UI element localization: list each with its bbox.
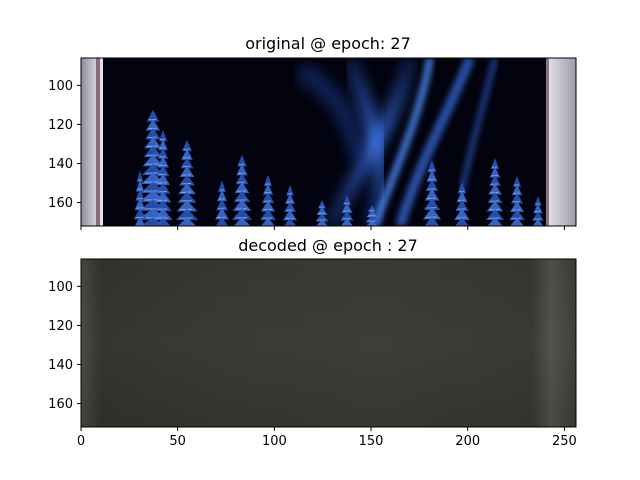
y-tick-label: 160 [48,397,73,412]
pine-tree [315,200,329,226]
x-tick-label: 100 [262,434,287,449]
decoded-title: decoded @ epoch : 27 [238,236,418,255]
pine-tree [153,130,173,226]
pine-tree [175,140,199,226]
pine-tree [231,155,253,226]
pine-tree [340,195,354,226]
pine-tree [283,185,297,226]
pine-tree [508,176,526,226]
pine-tree [259,175,277,226]
pine-tree [215,180,229,226]
y-tick-label: 160 [48,196,73,211]
pine-trees [133,110,544,226]
original-panel: original @ epoch: 27 100 120 140 160 [48,34,577,230]
y-tick-label: 120 [48,118,73,133]
y-tick-label: 140 [48,358,73,373]
decoded-panel: decoded @ epoch : 27 0 50 100 150 200 250 100 1… [48,236,577,449]
y-tick-label: 120 [48,319,73,334]
pine-tree [532,196,544,226]
decoded-frame [80,258,577,428]
x-tick-label: 200 [455,434,480,449]
original-frame [80,57,577,227]
decoded-image [81,259,576,427]
original-image [81,58,576,226]
x-tick-label: 150 [359,434,384,449]
aurora-streaks [294,58,498,226]
x-tick-label: 50 [169,434,186,449]
y-tick-label: 100 [48,280,73,295]
pine-tree [133,170,147,226]
pine-tree [422,160,442,226]
original-title: original @ epoch: 27 [245,34,411,53]
y-tick-label: 140 [48,157,73,172]
original-axes: 100 120 140 160 [48,79,565,230]
y-tick-label: 100 [48,79,73,94]
pine-tree [365,205,379,226]
pine-tree [485,158,505,226]
pine-tree [454,182,470,226]
x-tick-label: 0 [77,434,85,449]
decoded-axes: 0 50 100 150 200 250 100 120 140 160 [48,280,577,449]
x-tick-label: 250 [552,434,577,449]
